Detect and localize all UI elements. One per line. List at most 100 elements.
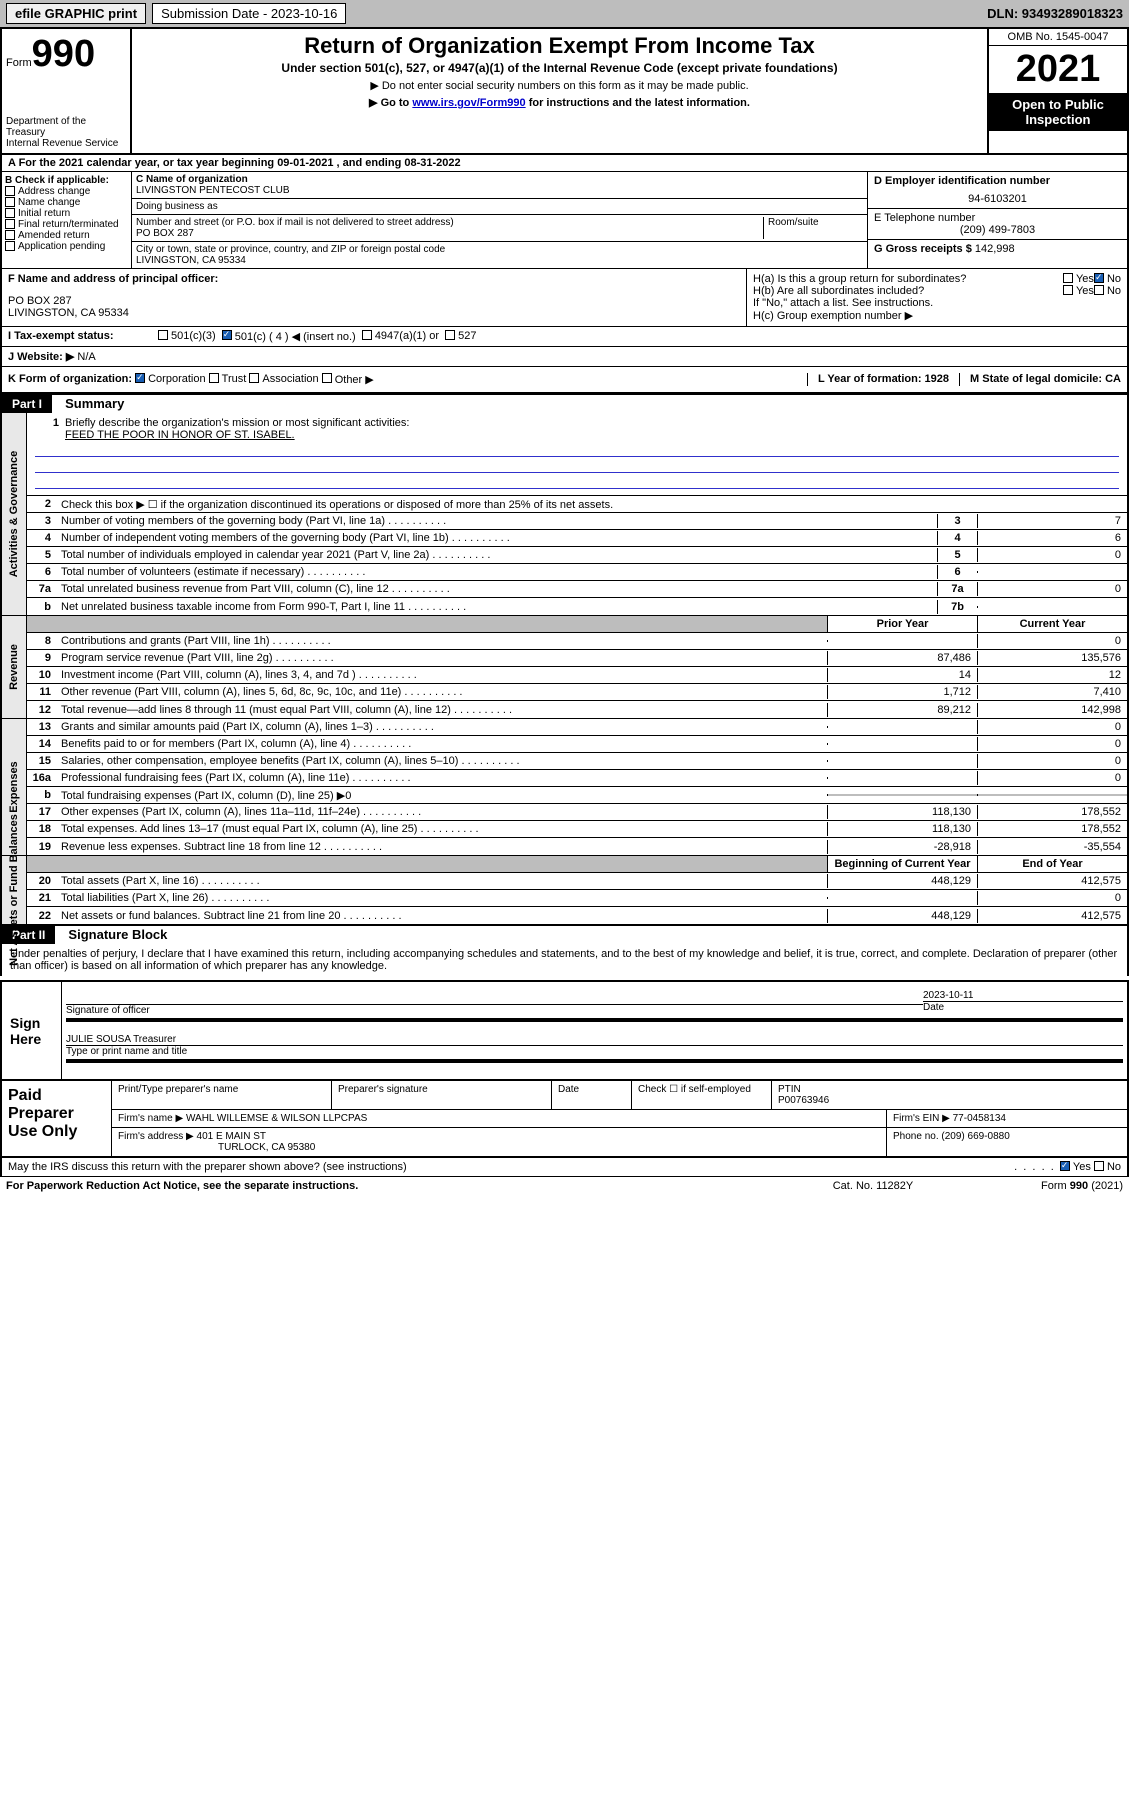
j-label: J Website: ▶ [8,351,74,363]
part1-header-bar: Part I Summary [0,394,1129,413]
prior-value: 118,130 [827,822,977,836]
form-title: Return of Organization Exempt From Incom… [136,33,983,59]
c-name-cell: C Name of organization LIVINGSTON PENTEC… [132,172,867,199]
checkbox-icon[interactable] [5,197,15,207]
officer-name: JULIE SOUSA Treasurer [66,1034,1123,1045]
row-label: Investment income (Part VIII, column (A)… [57,668,827,682]
header-right: OMB No. 1545-0047 2021 Open to Public In… [987,29,1127,153]
row-num: 7a [27,583,57,595]
checkbox-checked-icon[interactable] [222,330,232,340]
yes-label: Yes [1076,273,1094,285]
checkbox-checked-icon[interactable] [1060,1161,1070,1171]
ha-label: H(a) Is this a group return for subordin… [753,273,1063,285]
firm-addr1: 401 E MAIN ST [197,1131,266,1142]
mission-text: FEED THE POOR IN HONOR OF ST. ISABEL. [35,429,1119,441]
checkbox-icon[interactable] [1063,285,1073,295]
section-fh: F Name and address of principal officer:… [0,269,1129,327]
checkbox-icon[interactable] [362,330,372,340]
current-year-hdr: Current Year [977,616,1127,632]
row-label: Net unrelated business taxable income fr… [57,600,937,614]
period-row: A For the 2021 calendar year, or tax yea… [0,155,1129,172]
row-value: 0 [977,548,1127,562]
footer: For Paperwork Reduction Act Notice, see … [0,1177,1129,1195]
k-other: Other ▶ [335,373,374,386]
efile-print-button[interactable]: efile GRAPHIC print [6,3,146,24]
yes-label: Yes [1073,1161,1091,1173]
ptin-cell: PTINP00763946 [772,1081,1127,1109]
col-f: F Name and address of principal officer:… [2,269,747,326]
table-row: 6 Total number of volunteers (estimate i… [27,564,1127,581]
gross-receipts: 142,998 [975,243,1015,255]
table-row: 3 Number of voting members of the govern… [27,513,1127,530]
prior-value: 14 [827,668,977,682]
row-box: 3 [937,514,977,528]
firm-phone: (209) 669-0880 [941,1131,1009,1142]
discuss-text: May the IRS discuss this return with the… [8,1161,1014,1173]
date-label: Date [923,1001,1123,1013]
paid-row-1: Print/Type preparer's name Preparer's si… [112,1081,1127,1110]
org-city: LIVINGSTON, CA 95334 [136,255,863,266]
section-bcde: B Check if applicable: Address change Na… [0,172,1129,269]
table-row: 22 Net assets or fund balances. Subtract… [27,907,1127,924]
netassets-section: Net Assets or Fund Balances Beginning of… [0,856,1129,926]
checkbox-icon[interactable] [1094,1161,1104,1171]
table-row: 10 Investment income (Part VIII, column … [27,667,1127,684]
prior-value [827,760,977,762]
checkbox-icon[interactable] [1063,273,1073,283]
b-item-0: Address change [5,186,128,197]
m-state: M State of legal domicile: CA [959,373,1121,386]
table-row: 7a Total unrelated business revenue from… [27,581,1127,598]
row-label: Other expenses (Part IX, column (A), lin… [57,805,827,819]
b-name-change: Name change [18,197,80,208]
row-num: b [27,789,57,801]
prior-value: 1,712 [827,685,977,699]
checkbox-icon[interactable] [1094,285,1104,295]
row-num: 20 [27,875,57,887]
table-row: 12 Total revenue—add lines 8 through 11 … [27,701,1127,718]
checkbox-icon[interactable] [5,186,15,196]
irs-link[interactable]: www.irs.gov/Form990 [412,97,525,109]
paid-row-2: Firm's name ▶ WAHL WILLEMSE & WILSON LLP… [112,1110,1127,1128]
curr-value: 0 [977,754,1127,768]
omb-number: OMB No. 1545-0047 [989,29,1127,46]
firm-ein: 77-0458134 [953,1113,1006,1124]
table-row: b Net unrelated business taxable income … [27,598,1127,615]
row-label: Total fundraising expenses (Part IX, col… [57,788,827,803]
sign-right: Signature of officer 2023-10-11 Date JUL… [62,982,1127,1079]
checkbox-icon[interactable] [158,330,168,340]
row-num: 8 [27,635,57,647]
row-label: Total number of individuals employed in … [57,548,937,562]
c-dba-cell: Doing business as [132,199,867,215]
row-num: 16a [27,772,57,784]
preparer-date-hdr: Date [552,1081,632,1109]
curr-value: 0 [977,891,1127,905]
hc-label: H(c) Group exemption number ▶ [753,309,1121,322]
checkbox-icon[interactable] [5,230,15,240]
ptin-label: PTIN [778,1084,801,1095]
shaded-spacer [27,616,827,632]
row-label: Total revenue—add lines 8 through 11 (mu… [57,703,827,717]
checkbox-checked-icon[interactable] [135,373,145,383]
checkbox-icon[interactable] [445,330,455,340]
line1-label: Briefly describe the organization's miss… [65,417,409,429]
checkbox-icon[interactable] [322,373,332,383]
row-label: Number of independent voting members of … [57,531,937,545]
shaded-cell [827,794,977,796]
checkbox-icon[interactable] [5,219,15,229]
row-num: 3 [27,515,57,527]
part1-title: Summary [65,396,124,411]
row-label: Salaries, other compensation, employee b… [57,754,827,768]
row-value: 0 [977,582,1127,596]
checkbox-icon[interactable] [5,208,15,218]
b-final: Final return/terminated [18,219,119,230]
checkbox-checked-icon[interactable] [1094,273,1104,283]
row-label: Other revenue (Part VIII, column (A), li… [57,685,827,699]
begin-year-hdr: Beginning of Current Year [827,856,977,872]
firm-name: WAHL WILLEMSE & WILSON LLPCPAS [186,1113,367,1124]
checkbox-icon[interactable] [209,373,219,383]
b-amended: Amended return [18,230,90,241]
mission-line [35,475,1119,489]
checkbox-icon[interactable] [5,241,15,251]
row-num: 11 [27,686,57,698]
checkbox-icon[interactable] [249,373,259,383]
